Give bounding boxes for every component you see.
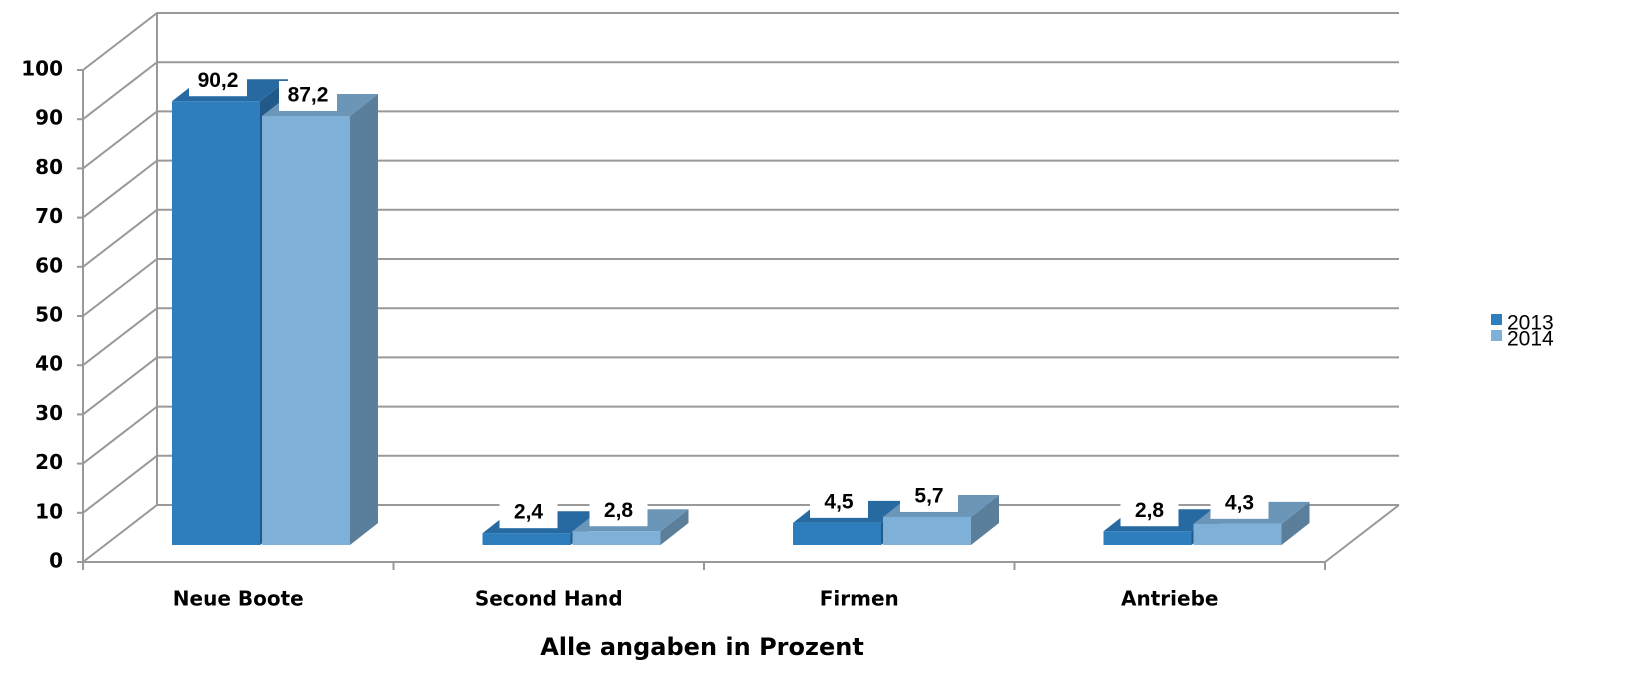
- y-tick-label: 60: [35, 253, 63, 277]
- grid-line: [82, 61, 1399, 120]
- grid-line: [82, 159, 1399, 219]
- legend-swatch: [1491, 314, 1502, 325]
- x-tick-label: Firmen: [820, 587, 899, 611]
- data-label-box: [499, 498, 558, 529]
- data-label-box: [810, 487, 868, 518]
- y-tick-label: 100: [21, 57, 63, 81]
- y-tick-label: 0: [49, 549, 63, 573]
- y-tick-label: 40: [35, 352, 63, 376]
- y-tick-label: 80: [35, 155, 63, 179]
- legend-label: 2014: [1507, 328, 1554, 351]
- data-label: 90,2: [198, 69, 239, 92]
- x-tick-label: Second Hand: [475, 587, 623, 611]
- x-tick-label: Antriebe: [1121, 587, 1218, 611]
- data-label-box: [900, 481, 958, 512]
- grid-line: [82, 405, 1399, 465]
- bar: [883, 516, 971, 545]
- bar-side: [350, 93, 378, 545]
- grid-line: [82, 454, 1399, 514]
- data-label-box: [1210, 488, 1269, 519]
- grid-line: [82, 110, 1399, 170]
- y-tick-label: 90: [35, 106, 63, 130]
- grid-line: [82, 307, 1399, 366]
- bar-side: [971, 494, 999, 545]
- data-label: 87,2: [288, 84, 329, 107]
- bar-side: [1281, 501, 1310, 545]
- bar: [1103, 531, 1192, 545]
- y-tick-label: 20: [35, 450, 63, 474]
- data-label-box: [189, 66, 247, 97]
- bar-side: [660, 509, 689, 545]
- grid-line: [82, 356, 1399, 416]
- data-label: 2,4: [514, 501, 544, 524]
- bar: [572, 531, 661, 545]
- y-tick-label: 10: [35, 499, 63, 523]
- data-label-box: [279, 80, 337, 111]
- bar: [262, 115, 350, 545]
- y-tick-label: 70: [35, 204, 63, 228]
- bar: [482, 533, 571, 545]
- data-label-box: [589, 496, 648, 527]
- data-label: 5,7: [914, 485, 943, 508]
- data-label: 2,8: [1135, 499, 1165, 522]
- x-tick-label: Neue Boote: [173, 587, 304, 611]
- bar: [172, 101, 260, 545]
- grid-line: [82, 12, 1399, 71]
- legend-swatch: [1491, 330, 1502, 341]
- data-label: 4,3: [1225, 491, 1254, 514]
- y-tick-label: 30: [35, 401, 63, 425]
- grid-line: [82, 208, 1399, 268]
- data-label: 4,5: [824, 490, 854, 513]
- data-label-box: [1120, 496, 1179, 527]
- x-axis-title: Alle angaben in Prozent: [540, 633, 864, 661]
- data-label: 2,8: [604, 499, 634, 522]
- y-tick-label: 50: [35, 303, 63, 327]
- legend-label: 2013: [1507, 312, 1554, 335]
- grid-line: [82, 258, 1399, 317]
- bar: [793, 522, 881, 545]
- bar: [1193, 523, 1282, 545]
